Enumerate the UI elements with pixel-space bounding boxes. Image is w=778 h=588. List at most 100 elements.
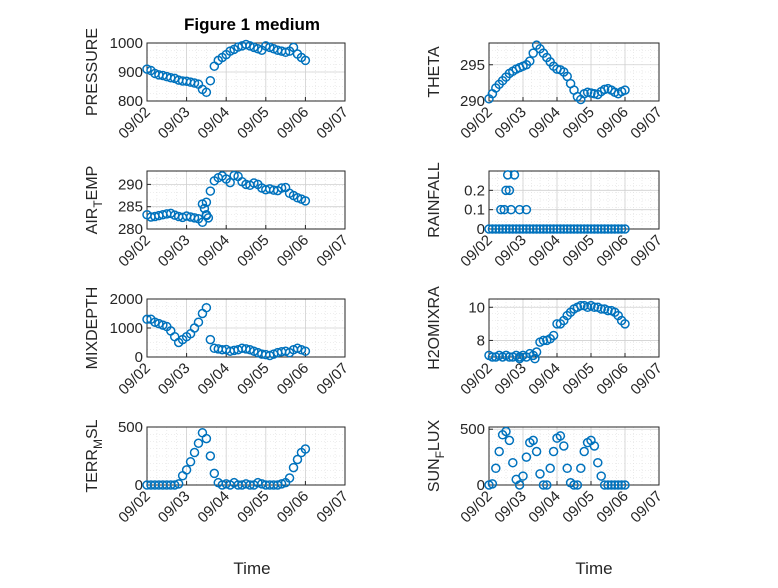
data-point: [501, 185, 511, 196]
data-point: [589, 302, 600, 313]
data-point: [514, 353, 525, 364]
y-axis-label: MIXDEPTH: [84, 287, 101, 370]
y-tick-label: 10: [468, 299, 485, 316]
data-point: [620, 85, 630, 95]
y-tick-label: 0: [135, 477, 143, 494]
data-point: [525, 56, 535, 66]
data-point: [173, 479, 184, 489]
data-point: [545, 463, 555, 474]
data-point: [504, 224, 515, 234]
data-point: [542, 480, 552, 490]
data-point: [535, 469, 545, 479]
data-point: [484, 224, 494, 234]
y-tick-label: 295: [460, 57, 485, 74]
data-point: [501, 426, 511, 437]
data-point: [531, 224, 542, 234]
data-point: [599, 224, 610, 234]
data-point: [531, 347, 542, 357]
data-point: [572, 480, 583, 490]
data-point: [201, 197, 212, 207]
data-point: [569, 224, 579, 234]
data-point: [555, 431, 566, 441]
data-point: [535, 224, 545, 234]
data-point: [205, 451, 216, 461]
data-point: [603, 224, 613, 234]
y-axis-label: AIRTEMP: [84, 166, 105, 235]
data-point: [613, 480, 623, 490]
data-point: [193, 438, 204, 448]
data-point: [209, 468, 220, 479]
data-point: [181, 465, 192, 475]
y-tick-label: 290: [118, 176, 143, 193]
data-point: [538, 224, 549, 234]
data-point: [494, 224, 504, 234]
data-point: [284, 473, 295, 483]
data-point: [548, 446, 559, 457]
data-point: [189, 78, 200, 88]
x-axis-label-right: Time: [575, 559, 612, 578]
data-point: [508, 457, 518, 468]
data-point: [521, 204, 532, 215]
data-point: [616, 480, 627, 490]
data-point: [579, 224, 589, 234]
data-point: [586, 224, 596, 234]
data-point: [562, 224, 572, 234]
data-point: [518, 224, 528, 234]
y-tick-label: 500: [460, 421, 485, 438]
data-point: [292, 193, 303, 203]
data-point: [203, 213, 214, 223]
data-point: [300, 196, 311, 206]
data-point: [502, 170, 513, 180]
data-point: [514, 224, 525, 234]
data-point: [276, 183, 287, 193]
x-axis-label-left: Time: [233, 559, 270, 578]
data-point: [499, 204, 510, 215]
data-point: [610, 480, 620, 490]
y-tick-label: 290: [460, 93, 485, 110]
data-point: [292, 454, 303, 465]
y-axis-label: RAINFALL: [426, 162, 443, 238]
y-axis-label: PRESSURE: [84, 28, 101, 116]
y-tick-label: 800: [118, 93, 143, 110]
data-point: [280, 47, 291, 58]
data-point: [197, 217, 208, 228]
data-point: [576, 300, 586, 311]
data-point: [189, 447, 200, 458]
data-point: [548, 330, 559, 341]
data-point: [205, 186, 216, 196]
data-point: [487, 352, 498, 362]
data-point: [504, 435, 515, 446]
y-tick-label: 900: [118, 64, 143, 81]
y-tick-label: 1000: [110, 320, 143, 337]
data-point: [620, 224, 630, 234]
data-point: [559, 441, 569, 451]
data-point: [514, 480, 525, 490]
data-point: [497, 224, 508, 234]
data-point: [185, 457, 196, 467]
y-axis-label: SUNFLUX: [426, 420, 447, 493]
data-point: [205, 75, 216, 86]
data-point: [487, 479, 498, 489]
data-point: [606, 480, 617, 490]
data-point: [201, 433, 212, 444]
data-point: [569, 480, 579, 490]
data-point: [193, 317, 204, 327]
data-point: [494, 446, 504, 457]
data-point: [288, 462, 299, 473]
data-point: [525, 224, 535, 234]
figure-title: Figure 1 medium: [184, 15, 320, 34]
data-point: [589, 224, 600, 234]
data-point: [496, 204, 506, 215]
data-point: [491, 463, 501, 474]
data-point: [300, 346, 311, 356]
data-point: [205, 334, 216, 345]
data-point: [559, 224, 569, 234]
y-tick-label: 0: [477, 477, 485, 494]
y-axis-label: THETA: [426, 46, 443, 98]
data-point: [288, 42, 299, 53]
data-point: [562, 463, 572, 474]
data-point: [142, 314, 152, 325]
